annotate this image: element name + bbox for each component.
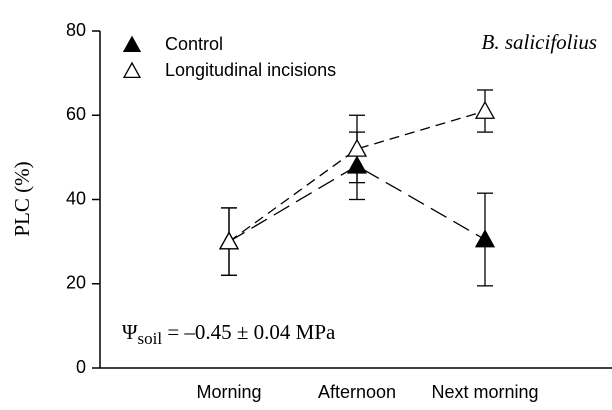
- annotation: Ψsoil = –0.45 ± 0.04 MPa: [122, 320, 336, 348]
- marker: [474, 229, 496, 248]
- series-line: [228, 110, 486, 243]
- series-line: [228, 165, 486, 243]
- marker: [218, 231, 240, 250]
- x-tick-label: Morning: [196, 382, 261, 402]
- y-tick-label: 60: [66, 104, 86, 124]
- y-tick-label: 20: [66, 273, 86, 293]
- y-tick-label: 80: [66, 20, 86, 40]
- y-axis-label: PLC (%): [10, 161, 34, 236]
- annotation-subscript: soil: [138, 329, 163, 348]
- x-tick-label: Next morning: [431, 382, 538, 402]
- legend-marker: [122, 61, 142, 79]
- legend-label: Control: [165, 34, 223, 54]
- y-tick-label: 0: [76, 357, 86, 377]
- x-tick-label: Afternoon: [318, 382, 396, 402]
- marker: [474, 100, 496, 119]
- annotation-symbol: Ψ: [122, 320, 138, 344]
- annotation-text: = –0.45 ± 0.04 MPa: [162, 320, 336, 344]
- marker: [346, 155, 368, 174]
- legend-marker: [122, 35, 142, 53]
- legend-label: Longitudinal incisions: [165, 60, 336, 80]
- species-label: B. salicifolius: [482, 30, 598, 54]
- y-tick-label: 40: [66, 188, 86, 208]
- marker: [346, 138, 368, 157]
